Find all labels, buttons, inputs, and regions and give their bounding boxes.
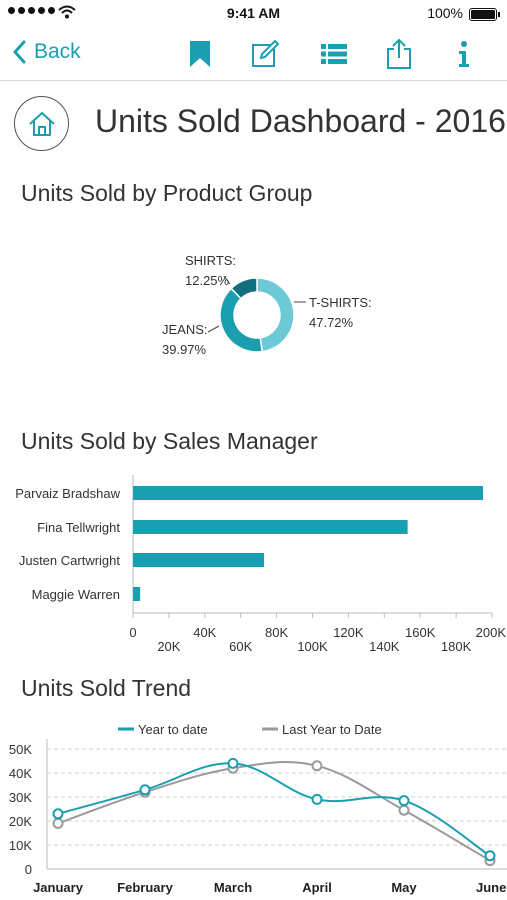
line-y-tick-label-5: 50K	[9, 742, 32, 757]
bar-tick-label-1: 20K	[157, 639, 180, 654]
line-x-tick-label-0: January	[33, 880, 84, 895]
series-0-point-0	[52, 808, 64, 820]
battery-icon	[469, 8, 500, 21]
signal-icon	[8, 7, 55, 14]
status-bar: 9:41 AM 100%	[0, 0, 507, 28]
bar-tick-label-9: 180K	[441, 639, 472, 654]
bar-1	[133, 520, 408, 534]
legend-label-0: Year to date	[138, 722, 208, 737]
line-y-tick-label-4: 40K	[9, 766, 32, 781]
pie-slice-0	[256, 277, 295, 353]
pie-leader-line-2	[223, 275, 231, 285]
pie-value-label-1: 39.97%	[162, 342, 207, 357]
title-row: Units Sold Dashboard - 2016 Ju	[0, 93, 507, 155]
bar-category-label-3: Maggie Warren	[32, 587, 120, 602]
bar-category-label-2: Justen Cartwright	[19, 553, 121, 568]
bar-tick-label-7: 140K	[369, 639, 400, 654]
section-title-trend: Units Sold Trend	[21, 675, 192, 701]
bar-2	[133, 553, 265, 567]
bar-category-label-1: Fina Tellwright	[37, 520, 120, 535]
home-icon	[28, 111, 55, 136]
bookmark-icon[interactable]	[184, 38, 216, 70]
donut-chart: T-SHIRTS: 47.72% JEANS: 39.97% SHIRTS: 12.25%	[162, 253, 372, 357]
series-line-1	[57, 761, 491, 862]
pie-value-label-0: 47.72%	[309, 315, 354, 330]
series-1-point-3	[311, 760, 323, 772]
bar-tick-label-10: 200K	[476, 625, 507, 640]
series-0-point-1	[139, 784, 151, 796]
bar-tick-label-5: 100K	[297, 639, 328, 654]
line-y-tick-label-1: 10K	[9, 838, 32, 853]
bar-chart: Parvaiz Bradshaw Fina Tellwright Justen Ca…	[15, 475, 507, 654]
bar-0	[133, 486, 484, 500]
bar-category-label-0: Parvaiz Bradshaw	[15, 486, 120, 501]
section-title-product-group: Units Sold by Product Group	[21, 180, 313, 206]
line-chart: 0 10K 20K 30K 40K 50K January February March Apri…	[9, 722, 507, 895]
line-y-tick-label-2: 20K	[9, 814, 32, 829]
info-icon[interactable]	[448, 38, 480, 70]
bar-tick-label-0: 0	[129, 625, 136, 640]
series-0-point-2	[227, 757, 239, 769]
share-icon[interactable]	[383, 38, 415, 70]
back-button[interactable]: Back	[12, 40, 81, 64]
pie-label-2: SHIRTS:	[185, 253, 236, 268]
bar-3	[133, 587, 141, 601]
page-title: Units Sold Dashboard - 2016 Ju	[95, 103, 507, 139]
list-icon[interactable]	[318, 38, 350, 70]
line-x-tick-label-1: February	[117, 880, 173, 895]
line-y-tick-label-3: 30K	[9, 790, 32, 805]
series-1-point-0	[52, 817, 64, 829]
status-time: 9:41 AM	[226, 5, 281, 21]
pie-leader-line-1	[207, 325, 220, 333]
legend-label-1: Last Year to Date	[282, 722, 382, 737]
series-line-0	[57, 762, 491, 857]
line-x-tick-label-3: April	[302, 880, 332, 895]
nav-bar: Back	[0, 28, 507, 81]
series-0-point-4	[398, 795, 410, 807]
battery-percent: 100%	[427, 5, 463, 21]
series-0-point-3	[311, 793, 323, 805]
chevron-left-icon	[13, 40, 26, 64]
series-1-point-4	[398, 804, 410, 816]
bar-tick-label-6: 120K	[333, 625, 364, 640]
home-button[interactable]	[14, 96, 69, 151]
back-label: Back	[34, 40, 81, 63]
bar-tick-label-3: 60K	[229, 639, 252, 654]
bar-tick-label-2: 40K	[193, 625, 216, 640]
pie-value-label-2: 12.25%	[185, 273, 230, 288]
bar-tick-label-4: 80K	[265, 625, 288, 640]
series-0-point-5	[484, 850, 496, 862]
section-title-sales-manager: Units Sold by Sales Manager	[21, 428, 318, 454]
pie-label-0: T-SHIRTS:	[309, 295, 372, 310]
pie-slice-2	[230, 277, 258, 300]
line-x-tick-label-4: May	[391, 880, 417, 895]
bar-tick-label-8: 160K	[405, 625, 436, 640]
line-x-tick-label-5: June	[476, 880, 506, 895]
line-x-tick-label-2: March	[214, 880, 252, 895]
edit-icon[interactable]	[250, 38, 282, 70]
wifi-icon	[58, 5, 76, 19]
line-y-tick-label-0: 0	[25, 862, 32, 877]
pie-label-1: JEANS:	[162, 322, 208, 337]
